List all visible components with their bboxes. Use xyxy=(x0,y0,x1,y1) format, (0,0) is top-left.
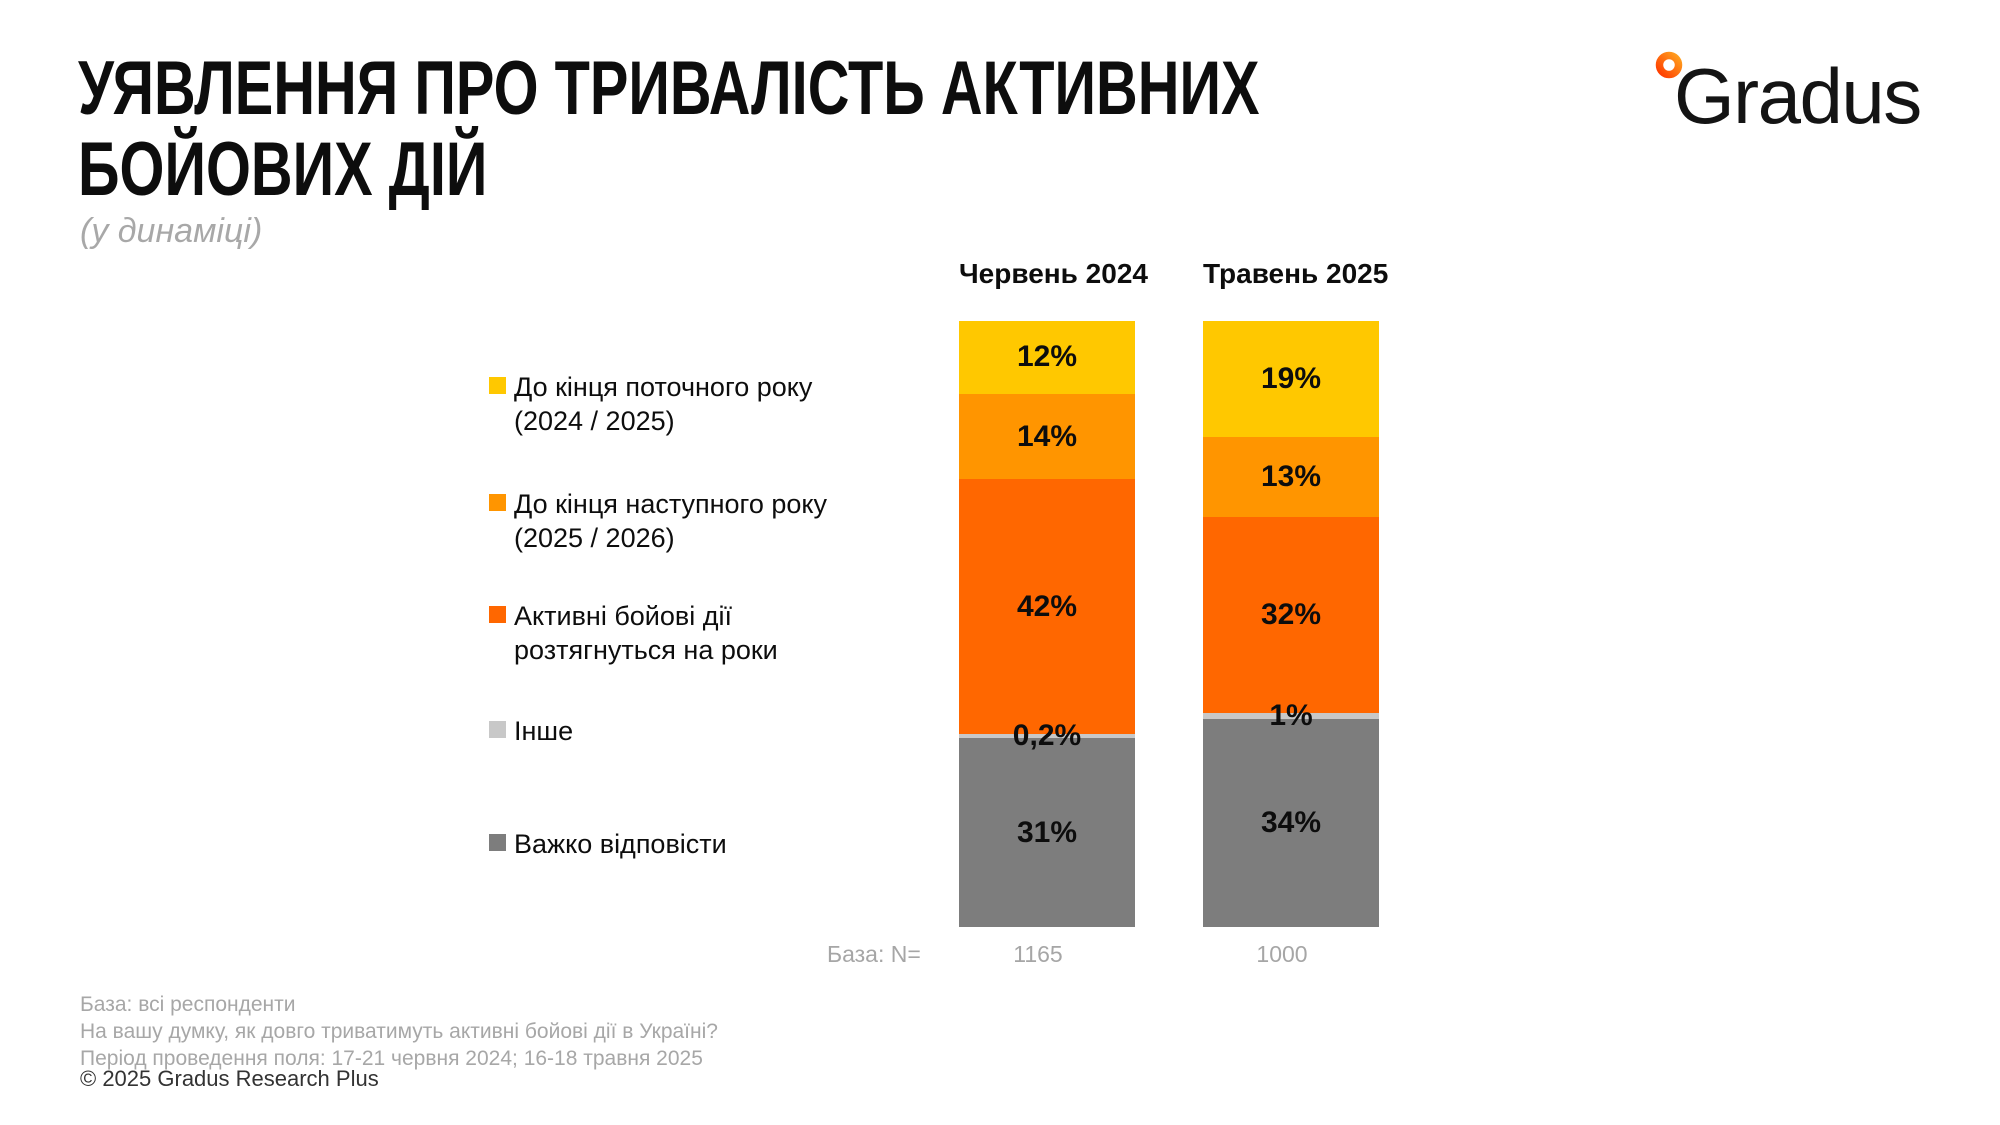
legend-label: До кінця поточного року (2024 / 2025) xyxy=(514,372,813,436)
bar-segment-label: 42% xyxy=(1016,589,1078,623)
degree-ring-icon xyxy=(1655,51,1683,79)
footnotes: База: всі респонденти На вашу думку, як … xyxy=(80,991,718,1072)
base-value-may-2025: 1000 xyxy=(1256,941,1308,967)
legend-item: Важко відповісти xyxy=(489,827,727,861)
bar-segment-label: 32% xyxy=(1260,597,1322,631)
bar-segment-label: 1% xyxy=(1269,698,1313,732)
column-header-jun-2024: Червень 2024 xyxy=(959,258,1148,289)
legend-swatch-orange xyxy=(489,494,506,511)
bar-segment-label: 19% xyxy=(1260,362,1322,396)
footnote-question: На вашу думку, як довго триватимуть акти… xyxy=(80,1020,718,1043)
logo-wordmark: Gradus xyxy=(1674,52,1922,140)
copyright: © 2025 Gradus Research Plus xyxy=(80,1066,379,1091)
legend-label: Інше xyxy=(514,716,574,746)
page-subtitle: (у динаміці) xyxy=(80,212,263,250)
footnote-fieldwork-period: Період проведення поля: 17-21 червня 202… xyxy=(80,1047,703,1070)
bar-segment: 32% xyxy=(1203,516,1379,713)
bar-segment-label: 31% xyxy=(1016,815,1078,849)
stacked-bar-may-2025: 19% 13% 32% 1% 34% xyxy=(1203,321,1379,927)
legend-label: До кінця наступного року (2025 / 2026) xyxy=(514,489,827,553)
bar-segment: 31% xyxy=(959,738,1135,927)
bar-segment: 34% xyxy=(1203,718,1379,927)
legend-item: Інше xyxy=(489,714,573,748)
legend-item: До кінця наступного року (2025 / 2026) xyxy=(489,487,827,555)
bar-segment: 42% xyxy=(959,479,1135,735)
stacked-bar-jun-2024: 12% 14% 42% 0,2% 31% xyxy=(959,321,1135,927)
bar-segment-label: 13% xyxy=(1260,460,1322,494)
gradus-logo: Gradus xyxy=(1652,40,1962,150)
legend-item: Активні бойові дії розтягнуться на роки xyxy=(489,599,778,667)
legend-swatch-deep-orange xyxy=(489,606,506,623)
legend-label: Активні бойові дії розтягнуться на роки xyxy=(514,601,778,665)
base-value-jun-2024: 1165 xyxy=(1013,941,1063,967)
bar-segment: 13% xyxy=(1203,437,1379,517)
legend-swatch-yellow xyxy=(489,377,506,394)
legend-swatch-dark-gray xyxy=(489,834,506,851)
legend-label: Важко відповісти xyxy=(514,829,727,859)
page-title: УЯВЛЕННЯ ПРО ТРИВАЛІСТЬ АКТИВНИХ БОЙОВИХ… xyxy=(78,48,1309,210)
bar-segment-label: 14% xyxy=(1016,419,1078,453)
bar-segment: 14% xyxy=(959,393,1135,480)
bar-segment: 19% xyxy=(1203,321,1379,438)
bar-segment-label: 0,2% xyxy=(1012,719,1082,753)
bar-segment: 12% xyxy=(959,321,1135,394)
column-header-may-2025: Травень 2025 xyxy=(1203,258,1389,289)
bar-segment: 1% xyxy=(1203,699,1379,732)
legend-swatch-light-gray xyxy=(489,721,506,738)
page-title-line2: БОЙОВИХ ДІЙ xyxy=(78,127,488,212)
legend-item: До кінця поточного року (2024 / 2025) xyxy=(489,370,812,438)
bar-segment: 0,2% xyxy=(959,719,1135,752)
footnote-base: База: всі респонденти xyxy=(80,993,296,1016)
bar-segment-label: 12% xyxy=(1016,340,1078,374)
page-title-line1: УЯВЛЕННЯ ПРО ТРИВАЛІСТЬ АКТИВНИХ xyxy=(78,46,1260,131)
base-n-label: База: N= xyxy=(827,941,921,967)
bar-segment-label: 34% xyxy=(1260,805,1322,839)
